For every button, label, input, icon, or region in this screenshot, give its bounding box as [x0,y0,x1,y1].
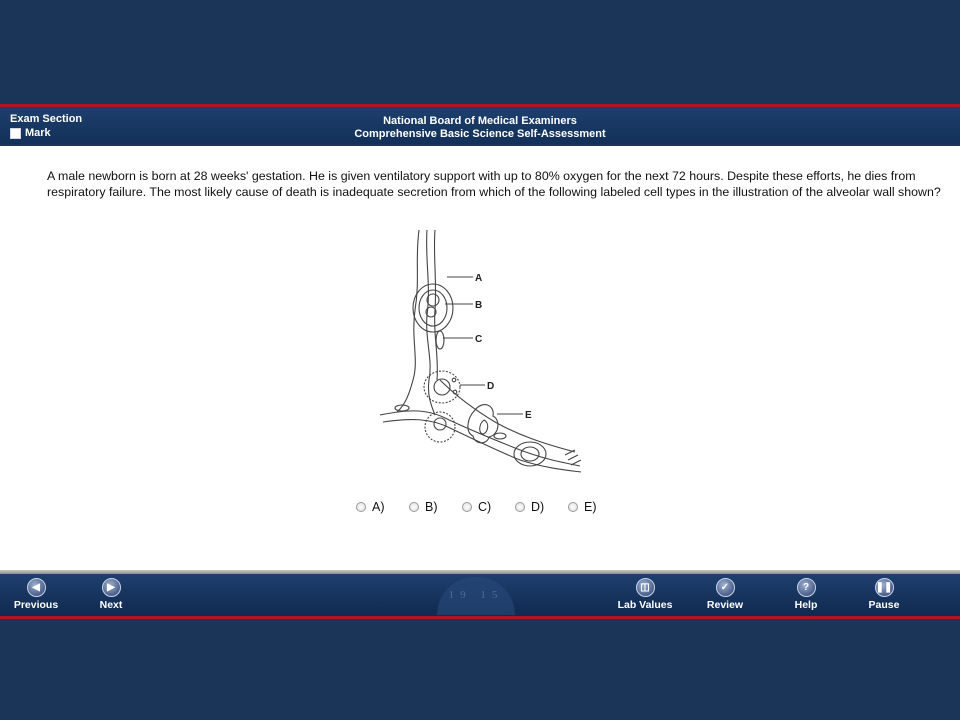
help-button[interactable]: ? Help [776,578,836,611]
answer-option-c[interactable]: C) [462,500,515,514]
review-label: Review [706,599,744,611]
answer-label-c[interactable]: C) [478,500,492,514]
label-b: B [475,300,482,311]
answer-option-b[interactable]: B) [409,500,462,514]
previous-button[interactable]: ◀ Previous [6,578,66,611]
question-icon: ? [796,578,816,597]
right-arrow-icon: ▶ [101,578,121,597]
label-d: D [487,381,494,392]
answer-label-b[interactable]: B) [425,500,438,514]
pause-button[interactable]: ❚❚ Pause [854,578,914,611]
review-button[interactable]: ✓ Review [695,578,755,611]
next-button[interactable]: ▶ Next [81,578,141,611]
exam-subtitle: Comprehensive Basic Science Self-Assessm… [354,128,606,140]
next-label: Next [99,599,123,611]
question-stem: A male newborn is born at 28 weeks' gest… [47,169,941,199]
previous-label: Previous [13,599,59,611]
label-a: A [475,273,482,284]
top-background [0,0,960,104]
answer-label-a[interactable]: A) [372,500,385,514]
header-left: Exam Section Mark [10,113,82,139]
help-label: Help [794,599,818,611]
answer-option-d[interactable]: D) [515,500,568,514]
radio-c[interactable] [462,502,472,512]
answer-option-e[interactable]: E) [568,500,621,514]
alveolar-wall-figure: A B C D E [379,230,582,473]
exam-header: Exam Section Mark National Board of Medi… [0,104,960,144]
left-arrow-icon: ◀ [26,578,46,597]
radio-d[interactable] [515,502,525,512]
answer-options: A) B) C) D) E) [356,500,621,514]
pause-icon: ❚❚ [874,578,894,597]
answer-label-e[interactable]: E) [584,500,597,514]
label-e: E [525,410,532,421]
lab-values-button[interactable]: ◫ Lab Values [615,578,675,611]
label-c: C [475,334,482,345]
answer-label-d[interactable]: D) [531,500,545,514]
footer-divider [0,570,960,574]
mark-label[interactable]: Mark [25,127,51,139]
seal-year: 19 15 [448,589,504,601]
bottom-background [0,619,960,720]
radio-e[interactable] [568,502,578,512]
exam-title: National Board of Medical Examiners [383,115,577,127]
header-title-block: National Board of Medical Examiners Comp… [0,115,960,141]
exam-section-label: Exam Section [10,113,83,125]
answer-option-a[interactable]: A) [356,500,409,514]
question-panel: A male newborn is born at 28 weeks' gest… [0,146,960,570]
mark-checkbox[interactable] [10,127,21,139]
lab-values-icon: ◫ [635,578,655,597]
checkmark-icon: ✓ [715,578,735,597]
pause-label: Pause [868,599,900,611]
mark-control[interactable]: Mark [10,127,82,139]
radio-b[interactable] [409,502,419,512]
radio-a[interactable] [356,502,366,512]
lab-values-label: Lab Values [617,599,673,611]
